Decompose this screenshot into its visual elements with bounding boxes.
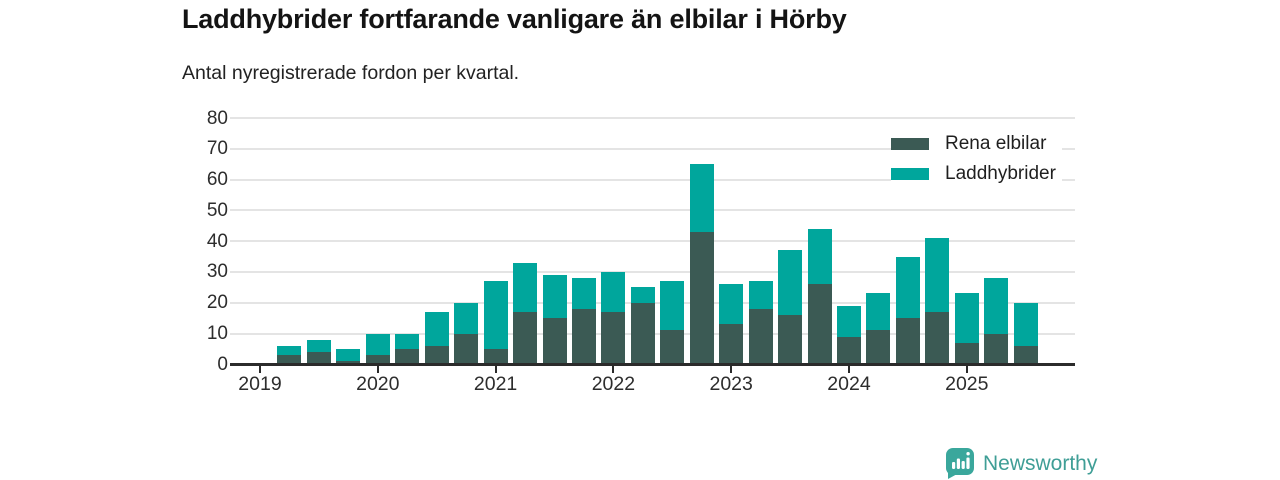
y-axis-tick-label: 50 xyxy=(206,199,228,221)
bar-elbilar-2024-q1 xyxy=(837,336,861,365)
bar-elbilar-2023-q1 xyxy=(719,324,744,365)
legend-label-laddhybrider: Laddhybrider xyxy=(945,163,1056,184)
x-axis-tick xyxy=(494,366,497,373)
bar-laddhybrider-2024-q2 xyxy=(866,293,891,331)
bar-elbilar-2020-q4 xyxy=(454,333,479,365)
y-gridline xyxy=(230,178,1075,181)
newsworthy-logo-text: Newsworthy xyxy=(983,451,1098,475)
x-axis-tick-label: 2021 xyxy=(473,373,518,396)
bar-laddhybrider-2023-q1 xyxy=(719,284,744,325)
bar-elbilar-2020-q3 xyxy=(424,345,449,365)
chart-subtitle: Antal nyregistrerade fordon per kvartal. xyxy=(182,62,520,84)
y-axis-tick-label: 70 xyxy=(206,138,228,160)
y-axis-tick-label: 0 xyxy=(217,353,228,375)
bar-elbilar-2022-q3 xyxy=(660,330,685,365)
x-axis-tick xyxy=(848,366,850,373)
y-gridline xyxy=(230,117,1075,119)
newsworthy-logo-icon xyxy=(946,448,974,479)
bar-elbilar-2023-q2 xyxy=(748,308,773,365)
bar-laddhybrider-2024-q1 xyxy=(837,305,861,337)
x-axis-tick-label: 2020 xyxy=(356,373,400,396)
bar-laddhybrider-2023-q2 xyxy=(748,281,773,309)
y-axis-tick-label: 60 xyxy=(206,169,228,191)
bar-laddhybrider-2021-q2 xyxy=(513,262,538,312)
bar-elbilar-2025-q2 xyxy=(984,333,1009,365)
newsworthy-branding[interactable]: Newsworthy xyxy=(944,447,1097,480)
bar-elbilar-2022-q2 xyxy=(630,302,655,365)
bar-laddhybrider-2024-q3 xyxy=(895,256,920,319)
bar-laddhybrider-2020-q1 xyxy=(365,333,390,356)
bar-laddhybrider-2021-q1 xyxy=(483,281,508,349)
bar-laddhybrider-2022-q1 xyxy=(601,271,626,312)
bar-elbilar-2021-q3 xyxy=(542,318,567,365)
bar-elbilar-2022-q4 xyxy=(689,231,714,365)
y-gridline xyxy=(230,147,1075,150)
bar-elbilar-2019-q4 xyxy=(336,361,361,365)
bar-laddhybrider-2020-q2 xyxy=(395,333,420,349)
y-gridline xyxy=(230,209,1075,212)
bar-elbilar-2025-q3 xyxy=(1013,345,1038,365)
bar-laddhybrider-2019-q4 xyxy=(336,348,361,362)
bar-elbilar-2022-q1 xyxy=(601,311,626,365)
y-axis-tick-label: 20 xyxy=(206,292,228,314)
legend-label-rena-elbilar: Rena elbilar xyxy=(945,133,1047,154)
x-axis-tick xyxy=(730,366,733,373)
y-gridline xyxy=(230,270,1075,273)
bar-laddhybrider-2022-q2 xyxy=(630,287,655,303)
bar-elbilar-2019-q2 xyxy=(277,355,302,365)
legend-swatch-laddhybrider xyxy=(891,168,929,180)
x-axis-tick xyxy=(612,366,615,373)
bar-laddhybrider-2022-q4 xyxy=(689,164,714,232)
x-axis-tick-label: 2025 xyxy=(945,373,989,396)
bar-laddhybrider-2019-q3 xyxy=(306,339,331,352)
bar-elbilar-2023-q4 xyxy=(807,284,832,365)
bar-laddhybrider-2019-q2 xyxy=(277,345,302,356)
bar-laddhybrider-2025-q3 xyxy=(1013,302,1038,346)
y-axis-tick-label: 30 xyxy=(206,261,228,283)
bar-elbilar-2020-q1 xyxy=(365,355,390,365)
bar-elbilar-2021-q2 xyxy=(513,311,538,365)
chart-title: Laddhybrider fortfarande vanligare än el… xyxy=(182,4,847,34)
x-axis-tick-label: 2022 xyxy=(591,373,636,396)
bar-elbilar-2025-q1 xyxy=(954,342,979,365)
bar-laddhybrider-2022-q3 xyxy=(660,281,685,331)
bar-laddhybrider-2025-q1 xyxy=(954,293,979,343)
y-axis-tick-label: 40 xyxy=(206,230,228,252)
y-gridline xyxy=(230,240,1075,243)
bar-laddhybrider-2025-q2 xyxy=(984,278,1009,334)
x-axis-line xyxy=(230,363,1075,366)
bar-laddhybrider-2024-q4 xyxy=(925,238,950,312)
bar-laddhybrider-2021-q3 xyxy=(542,275,567,319)
x-axis-tick-label: 2019 xyxy=(238,373,282,396)
legend-item-rena-elbilar: Rena elbilar xyxy=(891,132,1062,156)
chart-legend: Rena elbilar Laddhybrider xyxy=(891,132,1062,192)
x-axis-tick-label: 2023 xyxy=(709,373,753,396)
bar-laddhybrider-2023-q3 xyxy=(778,250,803,316)
bar-elbilar-2021-q1 xyxy=(483,348,508,365)
legend-item-laddhybrider: Laddhybrider xyxy=(891,162,1062,186)
bar-laddhybrider-2020-q3 xyxy=(424,311,449,346)
bar-elbilar-2024-q4 xyxy=(925,311,950,365)
x-axis-tick xyxy=(259,366,261,373)
bar-elbilar-2021-q4 xyxy=(571,308,596,365)
y-axis-tick-label: 80 xyxy=(206,107,228,129)
bar-elbilar-2024-q3 xyxy=(895,318,920,365)
bar-elbilar-2024-q2 xyxy=(866,330,891,365)
legend-swatch-rena-elbilar xyxy=(891,138,929,150)
x-axis-tick xyxy=(376,366,379,373)
bar-laddhybrider-2023-q4 xyxy=(807,228,832,285)
bar-laddhybrider-2021-q4 xyxy=(571,278,596,309)
bar-elbilar-2023-q3 xyxy=(778,315,803,365)
y-axis-tick-label: 10 xyxy=(206,323,228,344)
x-axis-tick xyxy=(965,366,968,373)
bar-laddhybrider-2020-q4 xyxy=(454,302,479,334)
bar-elbilar-2019-q3 xyxy=(306,351,331,365)
x-axis-tick-label: 2024 xyxy=(827,373,871,396)
bar-elbilar-2020-q2 xyxy=(395,348,420,365)
